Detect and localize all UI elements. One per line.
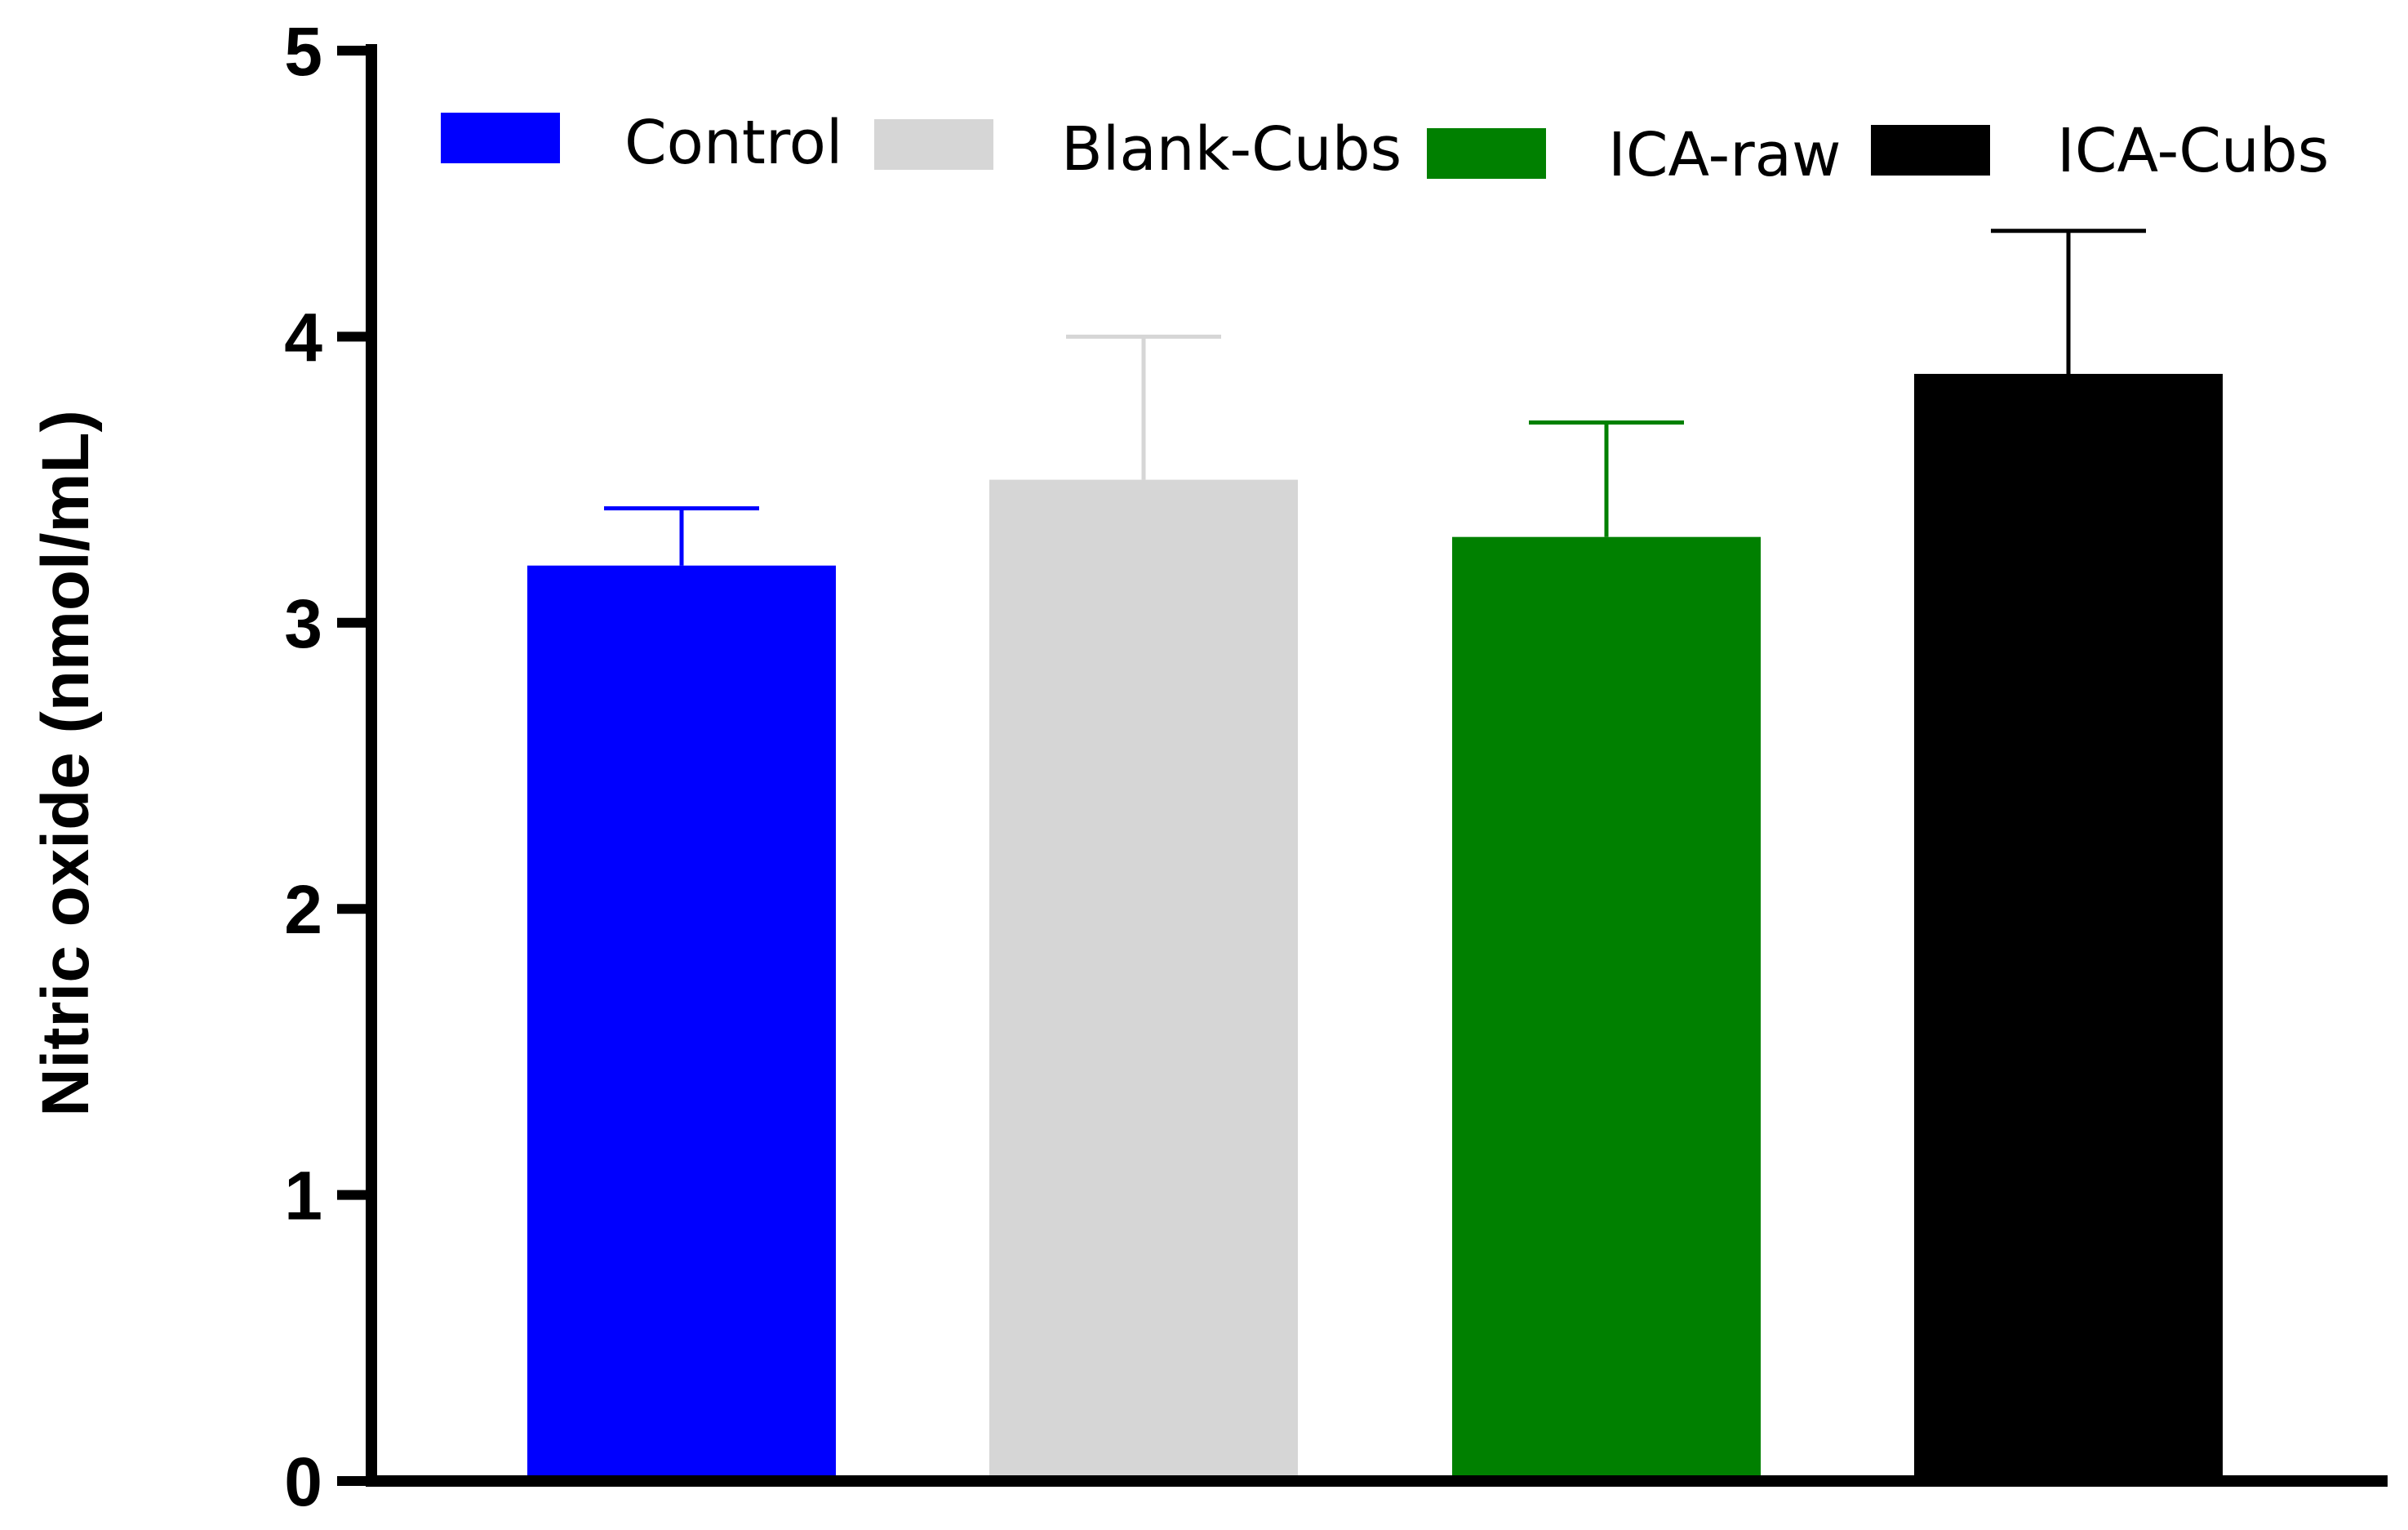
legend-swatch-ica-cubs (1871, 125, 1990, 176)
y-tick-label: 4 (284, 299, 322, 376)
legend-swatch-control (441, 113, 560, 163)
bar-series (527, 373, 2223, 1482)
legend-swatch-ica-raw (1427, 128, 1546, 179)
legend-label-control: Control (624, 108, 843, 178)
legend-label-blank-cubs: Blank-Cubs (1061, 114, 1402, 185)
bar-control (527, 565, 836, 1481)
legend-swatch-blank-cubs (874, 119, 993, 170)
y-axis-title: Nitric oxide (nmol/mL) (29, 410, 103, 1117)
y-tick-label: 3 (284, 585, 322, 662)
y-tick-label: 2 (284, 871, 322, 948)
bar-blank-cubs (989, 479, 1298, 1481)
error-bars (604, 229, 2146, 566)
legend-label-ica-cubs: ICA-Cubs (2057, 116, 2329, 186)
y-tick-label: 1 (284, 1158, 322, 1234)
bar-ica-cubs (1914, 373, 2223, 1481)
legend-label-ica-raw: ICA-raw (1608, 120, 1842, 190)
y-tick-label: 5 (284, 13, 322, 90)
y-axis: 0 1 2 3 4 5 (284, 13, 377, 1520)
bar-ica-raw (1452, 536, 1761, 1482)
chart-legend: Control Blank-Cubs ICA-raw ICA-Cubs (441, 108, 2329, 190)
y-tick-label: 0 (284, 1443, 322, 1520)
